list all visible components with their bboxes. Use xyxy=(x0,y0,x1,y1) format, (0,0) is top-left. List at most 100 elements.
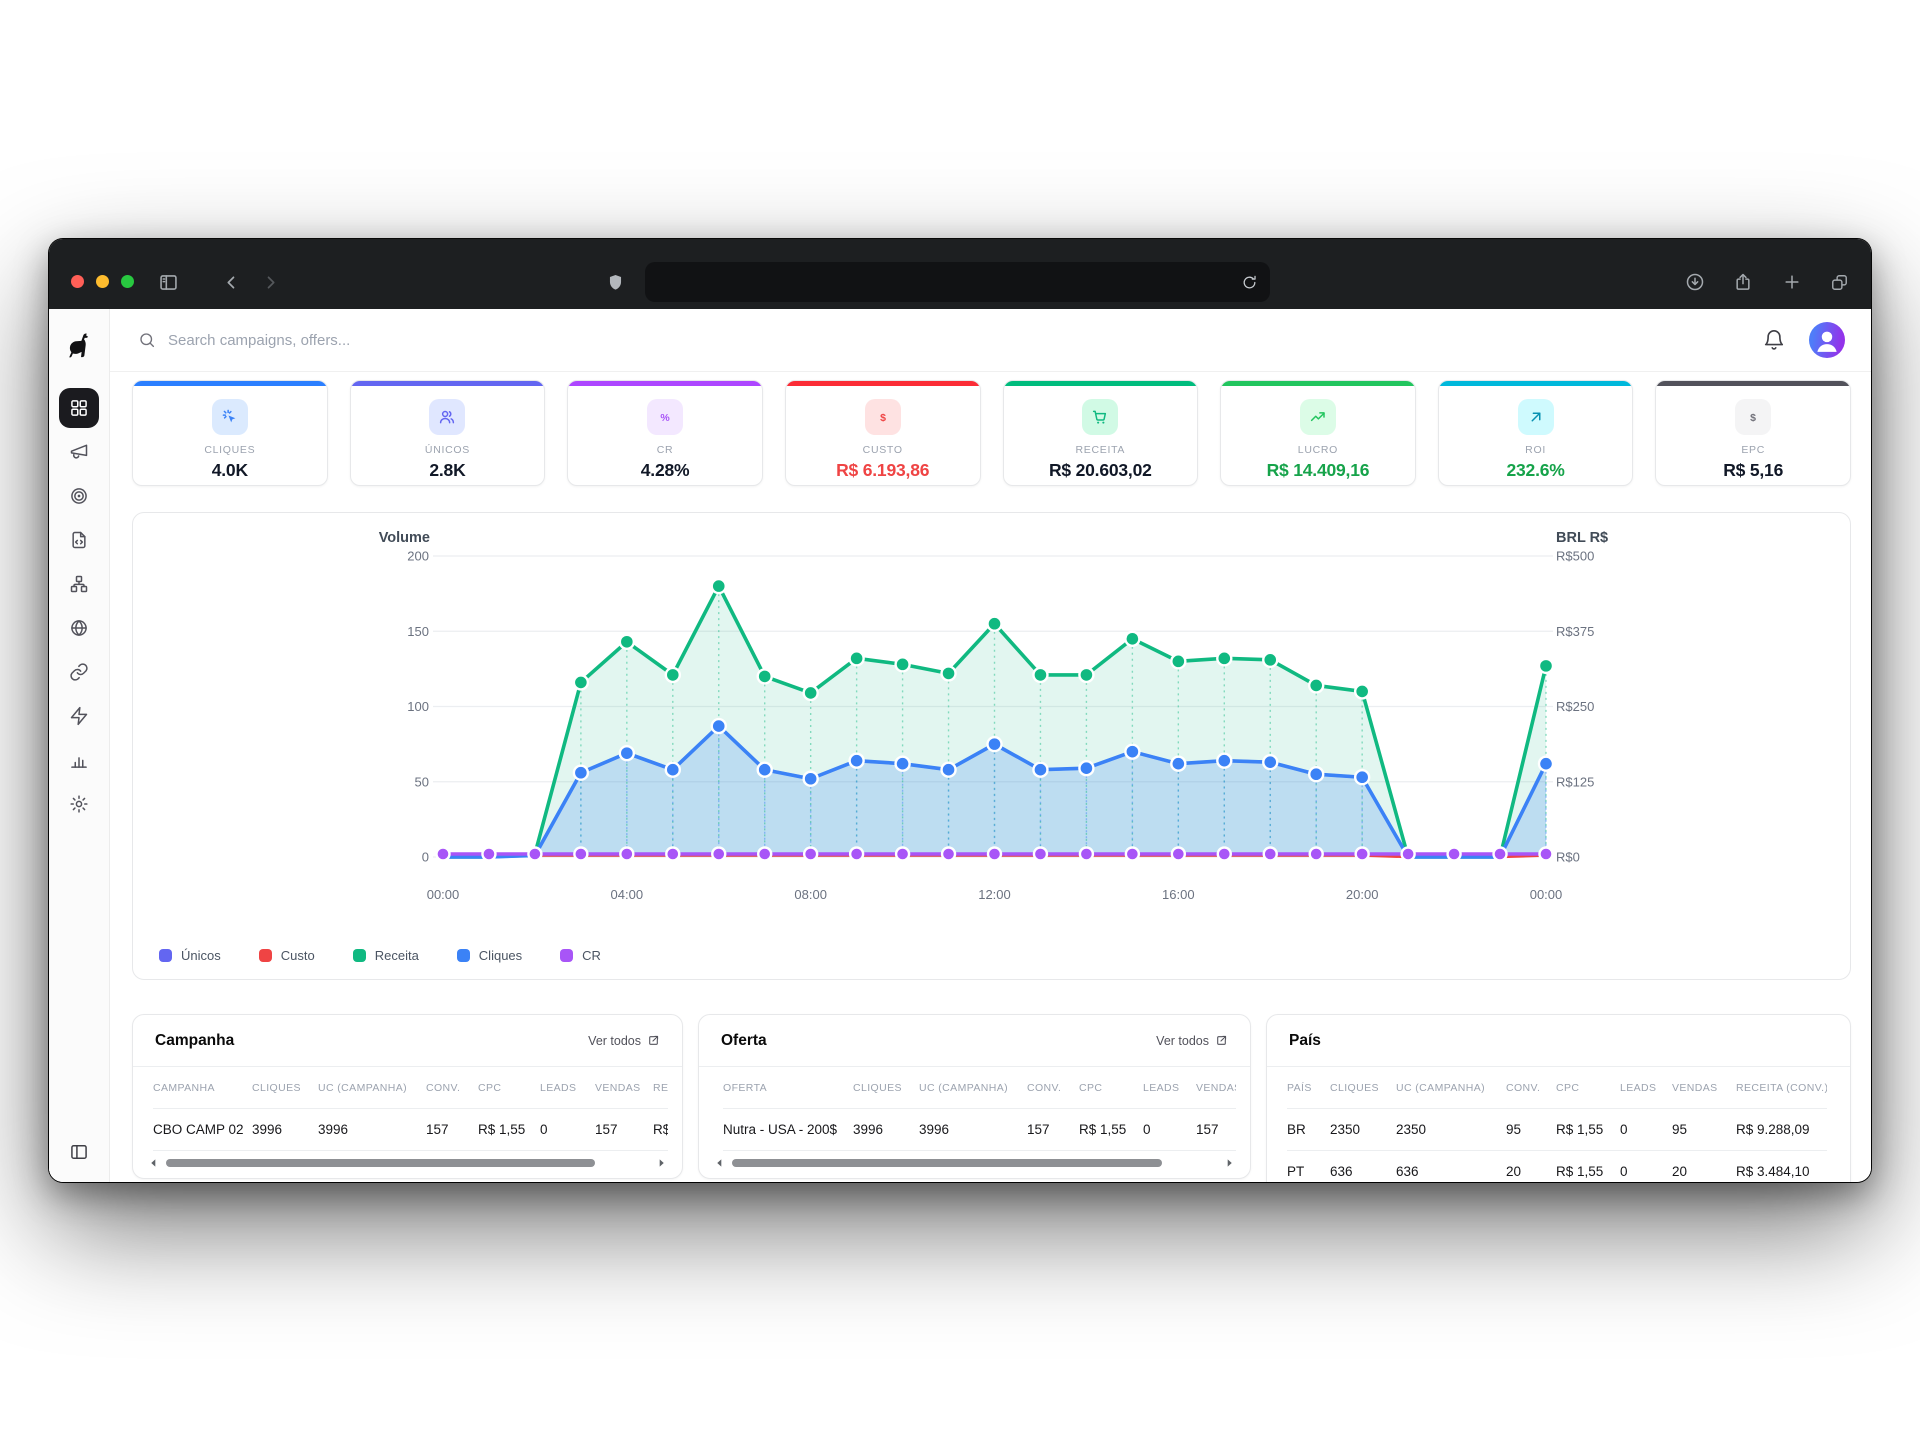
scroll-right-icon[interactable] xyxy=(1225,1158,1234,1168)
sidebar-item-flows[interactable] xyxy=(59,564,99,604)
column-header: CONV. xyxy=(1027,1081,1062,1094)
table-cell: R$ 1,55 xyxy=(1556,1122,1604,1137)
table-cell: 0 xyxy=(540,1122,548,1137)
legend-item-nicos[interactable]: Únicos xyxy=(159,948,221,963)
legend-label: Cliques xyxy=(478,948,523,963)
share-icon[interactable] xyxy=(1726,265,1760,299)
table-card-oferta: Oferta Ver todos OFERTA CLIQUES UC (CAMPANHA… xyxy=(698,1014,1251,1179)
stat-label: CR xyxy=(656,444,674,456)
url-bar[interactable] xyxy=(645,262,1270,302)
sidebar-item-settings[interactable] xyxy=(59,784,99,824)
stat-card-nicos[interactable]: ÚNICOS 2.8K xyxy=(349,380,546,486)
search-input[interactable] xyxy=(168,331,588,349)
scroll-left-icon[interactable] xyxy=(715,1158,724,1168)
table-cell: 3996 xyxy=(318,1122,349,1137)
table-cell: R$ 3.484,10 xyxy=(1736,1164,1810,1179)
scroll-thumb[interactable] xyxy=(166,1159,595,1167)
bell-icon[interactable] xyxy=(1763,329,1785,351)
table-row[interactable]: BR 2350 2350 95 R$ 1,55 0 95 R$ 9.288,09 xyxy=(1287,1109,1827,1151)
stat-value: R$ 6.193,86 xyxy=(836,460,930,480)
stat-label: CLIQUES xyxy=(204,444,256,456)
external-link-icon xyxy=(647,1034,660,1047)
scroll-left-icon[interactable] xyxy=(149,1158,158,1168)
table-cell: 636 xyxy=(1330,1164,1353,1179)
minimize-button[interactable] xyxy=(96,275,109,288)
legend-item-cr[interactable]: CR xyxy=(560,948,601,963)
column-header: LEADS xyxy=(1620,1081,1657,1094)
table-cell: 0 xyxy=(1620,1122,1628,1137)
scroll-track[interactable] xyxy=(164,1159,651,1167)
table-row[interactable]: Nutra - USA - 200$ 3996 3996 157 R$ 1,55 0 157 xyxy=(723,1109,1236,1151)
sidebar-item-campaigns[interactable] xyxy=(59,432,99,472)
sidebar-nav xyxy=(49,388,109,824)
stat-card-epc[interactable]: $ EPC R$ 5,16 xyxy=(1655,380,1851,486)
traffic-chart[interactable]: 0 R$0 50 R$125 100 R$250 150 R$375 200 R$500 Volum… xyxy=(133,513,1850,981)
horizontal-scrollbar[interactable] xyxy=(715,1158,1234,1168)
sidebar-item-dashboard[interactable] xyxy=(59,388,99,428)
reload-icon[interactable] xyxy=(1241,274,1258,291)
legend-item-cliques[interactable]: Cliques xyxy=(456,948,523,963)
legend-item-receita[interactable]: Receita xyxy=(352,948,419,963)
table-cell: 0 xyxy=(1143,1122,1151,1137)
sidebar-item-landers[interactable] xyxy=(59,520,99,560)
chart-legend: Únicos Custo Receita Cliques CR xyxy=(159,948,601,963)
scroll-track[interactable] xyxy=(730,1159,1219,1167)
sidebar-item-links[interactable] xyxy=(59,652,99,692)
app-sidebar xyxy=(49,309,110,1182)
svg-text:50: 50 xyxy=(415,774,429,789)
legend-item-custo[interactable]: Custo xyxy=(258,948,315,963)
table-row[interactable]: CBO CAMP 02 3996 3996 157 R$ 1,55 0 157 R$ xyxy=(153,1109,668,1151)
zoom-button[interactable] xyxy=(121,275,134,288)
svg-text:%: % xyxy=(660,412,670,424)
user-avatar[interactable] xyxy=(1809,322,1845,358)
scroll-right-icon[interactable] xyxy=(657,1158,666,1168)
horizontal-scrollbar[interactable] xyxy=(149,1158,666,1168)
sidebar-item-offers[interactable] xyxy=(59,476,99,516)
table-row[interactable]: PT 636 636 20 R$ 1,55 0 20 R$ 3.484,10 xyxy=(1287,1151,1827,1182)
svg-text:150: 150 xyxy=(407,624,429,639)
sidebar-item-domains[interactable] xyxy=(59,608,99,648)
svg-text:20:00: 20:00 xyxy=(1346,887,1379,902)
summary-tables-row: Campanha Ver todos CAMPANHA CLIQUES UC (CAMP… xyxy=(132,1014,1851,1182)
legend-label: Receita xyxy=(374,948,419,963)
gear-icon xyxy=(69,794,89,814)
column-header: CPC xyxy=(1079,1081,1103,1094)
scroll-thumb[interactable] xyxy=(732,1159,1163,1167)
forward-icon[interactable] xyxy=(253,265,287,299)
new-tab-icon[interactable] xyxy=(1775,265,1809,299)
ver-todos-link[interactable]: Ver todos xyxy=(1156,1034,1228,1048)
legend-label: Custo xyxy=(280,948,315,963)
stat-cards-row: CLIQUES 4.0K ÚNICOS 2.8K% CR 4.28% $ CUSTO R$ 6.… xyxy=(132,380,1851,486)
column-header: UC (CAMPANHA) xyxy=(318,1081,408,1094)
sidebar-item-automations[interactable] xyxy=(59,696,99,736)
sidebar-collapse-icon[interactable] xyxy=(61,1134,97,1170)
percent-icon: % xyxy=(647,399,684,435)
sidebar-item-reports[interactable] xyxy=(59,740,99,780)
stat-card-lucro[interactable]: LUCRO R$ 14.409,16 xyxy=(1220,380,1416,486)
back-icon[interactable] xyxy=(214,265,248,299)
svg-text:$: $ xyxy=(880,412,886,424)
stat-card-roi[interactable]: ROI 232.6% xyxy=(1437,380,1634,486)
stat-label: ROI xyxy=(1525,444,1546,456)
stat-card-custo[interactable]: $ CUSTO R$ 6.193,86 xyxy=(784,380,981,486)
column-header: CLIQUES xyxy=(853,1081,902,1094)
legend-label: CR xyxy=(582,948,601,963)
svg-text:200: 200 xyxy=(407,549,429,564)
svg-text:00:00: 00:00 xyxy=(427,887,460,902)
table-cell: Nutra - USA - 200$ xyxy=(723,1122,838,1137)
stat-card-cr[interactable]: % CR 4.28% xyxy=(567,380,763,486)
card-accent-bar xyxy=(1656,381,1850,386)
sidebar-toggle-icon[interactable] xyxy=(151,265,185,299)
stat-card-receita[interactable]: RECEITA R$ 20.603,02 xyxy=(1002,380,1199,486)
table-cell: 3996 xyxy=(919,1122,950,1137)
legend-swatch xyxy=(352,949,366,962)
stat-card-cliques[interactable]: CLIQUES 4.0K xyxy=(132,380,328,486)
close-button[interactable] xyxy=(71,275,84,288)
stat-label: CUSTO xyxy=(862,444,903,456)
ver-todos-link[interactable]: Ver todos xyxy=(588,1034,660,1048)
table-cell: 157 xyxy=(426,1122,449,1137)
global-search[interactable] xyxy=(138,331,1763,349)
tabs-icon[interactable] xyxy=(1822,265,1856,299)
stat-label: LUCRO xyxy=(1297,444,1339,456)
download-icon[interactable] xyxy=(1678,265,1712,299)
